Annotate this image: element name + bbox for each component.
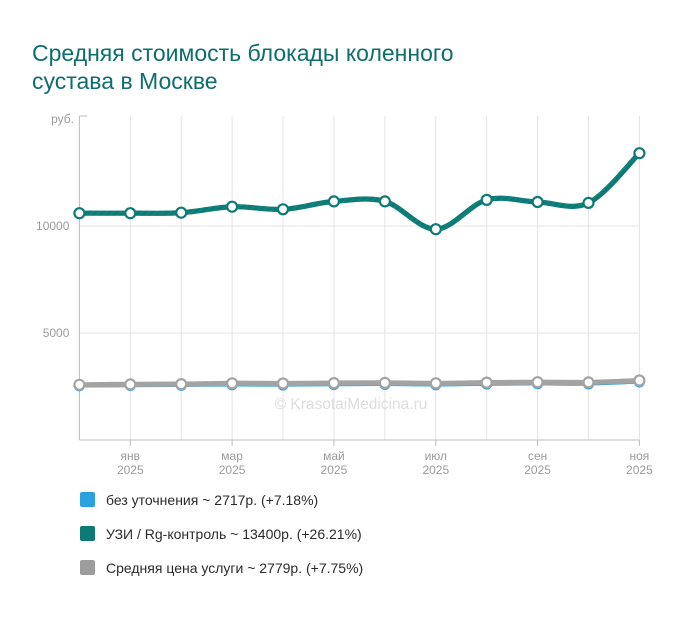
svg-text:5000: 5000	[43, 326, 70, 340]
svg-text:мар: мар	[221, 449, 243, 463]
svg-text:сен: сен	[528, 449, 547, 463]
svg-text:2025: 2025	[321, 463, 348, 477]
svg-text:июл: июл	[425, 449, 447, 463]
svg-text:ноя: ноя	[629, 449, 649, 463]
svg-text:2025: 2025	[626, 463, 653, 477]
svg-text:© KrasotaiMedicina.ru: © KrasotaiMedicina.ru	[275, 396, 428, 413]
svg-text:2025: 2025	[117, 463, 144, 477]
svg-text:руб.: руб.	[51, 112, 74, 126]
svg-text:2025: 2025	[219, 463, 246, 477]
svg-text:2025: 2025	[422, 463, 449, 477]
svg-text:10000: 10000	[36, 219, 70, 233]
svg-text:янв: янв	[121, 449, 141, 463]
svg-text:май: май	[323, 449, 345, 463]
svg-text:2025: 2025	[524, 463, 551, 477]
